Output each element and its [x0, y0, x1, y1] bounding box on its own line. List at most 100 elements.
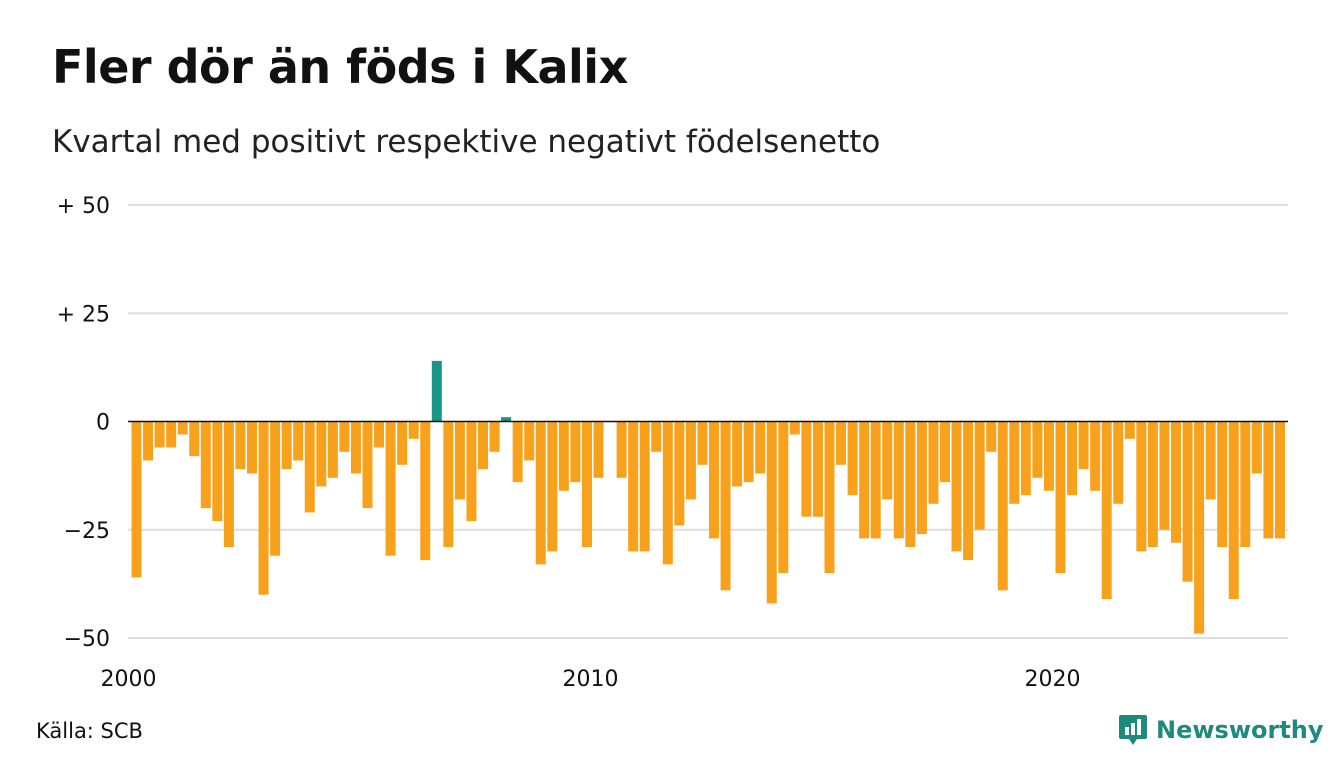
- bar-negative: [916, 421, 927, 535]
- bar-negative: [270, 421, 281, 556]
- bar-negative: [558, 421, 569, 491]
- bar-negative: [247, 421, 257, 474]
- bar-negative: [1067, 421, 1078, 496]
- bar-negative: [385, 421, 396, 556]
- bar-negative: [674, 421, 685, 526]
- bar-negative: [1043, 421, 1054, 491]
- bar-negative: [812, 421, 823, 517]
- bar-negative: [732, 421, 743, 487]
- bar-negative: [1009, 421, 1020, 504]
- bar-negative: [1113, 421, 1124, 504]
- bar-negative: [524, 421, 535, 461]
- bar-negative: [720, 421, 731, 591]
- bar-negative: [662, 421, 673, 565]
- bar-negative: [189, 421, 200, 457]
- bar-negative: [1251, 421, 1262, 474]
- bar-negative: [397, 421, 408, 465]
- bar-negative: [963, 421, 974, 561]
- bar-positive: [431, 360, 442, 422]
- bar-negative: [570, 421, 581, 483]
- bar-negative: [824, 421, 835, 574]
- bar-negative: [131, 421, 142, 578]
- bar-negative: [685, 421, 696, 500]
- bar-negative: [235, 421, 246, 470]
- bar-negative: [974, 421, 985, 530]
- bar-negative: [327, 421, 338, 478]
- bar-negative: [1159, 421, 1170, 530]
- bar-negative: [1274, 421, 1285, 539]
- bar-negative: [1240, 421, 1251, 548]
- bar-negative: [755, 421, 766, 474]
- bar-positive: [501, 417, 512, 422]
- bar-negative: [304, 421, 315, 513]
- bar-negative: [801, 421, 812, 517]
- bar-negative: [212, 421, 223, 522]
- newsworthy-chart-icon: [1119, 715, 1147, 745]
- bar-negative: [316, 421, 327, 487]
- x-axis-labels: 2000 2010 2020: [101, 667, 1081, 692]
- bar-negative: [1136, 421, 1147, 552]
- bar-negative: [628, 421, 639, 552]
- bar-negative: [177, 421, 188, 435]
- bar-negative: [281, 421, 292, 470]
- bar-negative: [535, 421, 546, 565]
- bar-negative: [1228, 421, 1239, 600]
- y-tick-label: −50: [64, 627, 110, 652]
- bar-negative: [997, 421, 1008, 591]
- bar-negative: [870, 421, 881, 539]
- y-tick-label: + 50: [57, 194, 110, 219]
- bar-negative: [454, 421, 465, 500]
- x-tick-label: 2010: [563, 667, 619, 692]
- bar-negative: [1078, 421, 1089, 470]
- bar-negative: [766, 421, 777, 604]
- bar-negative: [547, 421, 558, 552]
- brand-name: Newsworthy: [1156, 716, 1324, 744]
- bar-negative: [778, 421, 789, 574]
- grid-lines: [128, 204, 1288, 639]
- y-axis-labels: + 50 + 25 0 −25 −50: [57, 194, 110, 652]
- bar-negative: [940, 421, 950, 483]
- bar-negative: [893, 421, 904, 539]
- bar-negative: [1263, 421, 1274, 539]
- bar-negative: [1055, 421, 1066, 574]
- bar-negative: [154, 421, 165, 448]
- y-tick-label: 0: [96, 411, 110, 436]
- bar-negative: [512, 421, 523, 483]
- x-tick-label: 2000: [101, 667, 157, 692]
- chart-title: Fler dör än föds i Kalix: [52, 40, 628, 94]
- bar-negative: [443, 421, 454, 548]
- bar-negative: [1171, 421, 1181, 543]
- bar-negative: [350, 421, 361, 474]
- bar-negative: [362, 421, 373, 509]
- bar-negative: [143, 421, 154, 461]
- bar-negative: [951, 421, 962, 552]
- bar-negative: [882, 421, 893, 500]
- bar-negative: [1124, 421, 1135, 439]
- bar-chart: + 50 + 25 0 −25 −50 2000 2010 2020: [57, 194, 1288, 692]
- bar-negative: [223, 421, 234, 548]
- bar-negative: [374, 421, 385, 448]
- bar-negative: [905, 421, 916, 548]
- bar-negative: [928, 421, 939, 504]
- bar-negative: [1182, 421, 1193, 582]
- bar-negative: [1020, 421, 1031, 496]
- bar-negative: [258, 421, 269, 595]
- brand-logo: Newsworthy: [1118, 713, 1324, 747]
- bar-negative: [581, 421, 592, 548]
- source-note: Källa: SCB: [36, 719, 143, 743]
- bar-negative: [1147, 421, 1158, 548]
- bar-negative: [847, 421, 858, 496]
- bar-negative: [709, 421, 719, 539]
- bar-negative: [1090, 421, 1101, 491]
- bar-negative: [339, 421, 350, 452]
- bar-negative: [639, 421, 650, 552]
- bar-negative: [616, 421, 627, 478]
- bar-negative: [836, 421, 847, 465]
- bar-negative: [408, 421, 419, 439]
- bar-negative: [986, 421, 997, 452]
- bar-negative: [859, 421, 870, 539]
- bar-negative: [651, 421, 662, 452]
- bar-negative: [166, 421, 177, 448]
- bar-negative: [743, 421, 754, 483]
- bar-negative: [420, 421, 431, 561]
